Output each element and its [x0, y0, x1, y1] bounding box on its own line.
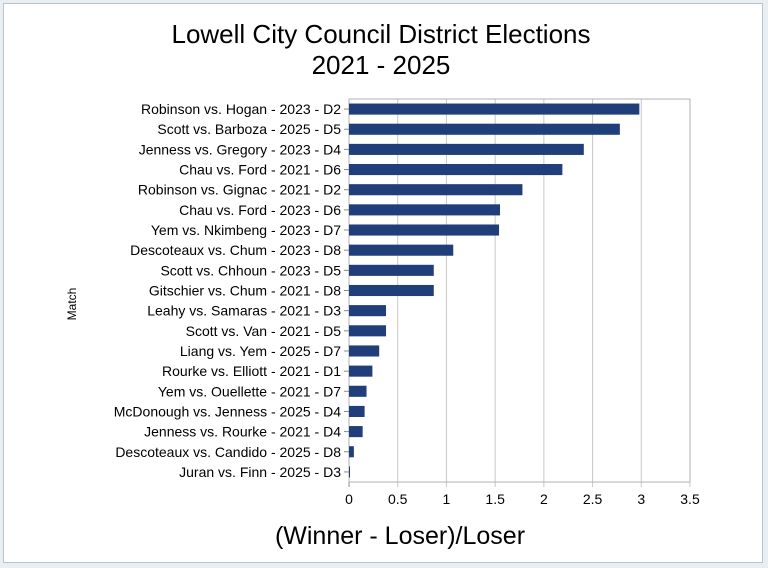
category-label: Jenness vs. Gregory - 2023 - D4: [139, 141, 342, 157]
category-label: Juran vs. Finn - 2025 - D3: [179, 464, 341, 480]
bar: [349, 143, 584, 155]
category-label: Robinson vs. Hogan - 2023 - D2: [141, 101, 341, 117]
x-tick-label: 2: [540, 491, 548, 507]
gridlines: [344, 98, 691, 487]
bar: [349, 204, 501, 216]
category-label: Descoteaux vs. Chum - 2023 - D8: [130, 242, 341, 258]
category-label: McDonough vs. Jenness - 2025 - D4: [114, 403, 341, 419]
bar: [349, 244, 454, 256]
category-label: Rourke vs. Elliott - 2021 - D1: [162, 363, 341, 379]
bar: [349, 365, 373, 377]
x-axis-label: (Winner - Loser)/Loser: [275, 522, 525, 550]
bar: [349, 405, 365, 417]
x-tick-label: 3: [637, 491, 645, 507]
category-label: Scott vs. Van - 2021 - D5: [186, 323, 342, 339]
category-label: Liang vs. Yem - 2025 - D7: [180, 343, 341, 359]
x-tick-label: 0.5: [388, 491, 408, 507]
category-label: Leahy vs. Samaras - 2021 - D3: [147, 303, 341, 319]
category-label: Descoteaux vs. Candido - 2025 - D8: [115, 444, 341, 460]
bar-chart: Lowell City Council District Elections 2…: [65, 19, 700, 550]
x-tick-label: 0: [345, 491, 353, 507]
bar: [349, 123, 620, 135]
category-label: Yem vs. Ouellette - 2021 - D7: [158, 383, 341, 399]
x-tick-label: 1: [443, 491, 451, 507]
category-label: Scott vs. Chhoun - 2023 - D5: [160, 262, 341, 278]
x-tick-label: 2.5: [583, 491, 603, 507]
category-label: Robinson vs. Gignac - 2021 - D2: [138, 182, 341, 198]
category-label: Yem vs. Nkimbeng - 2023 - D7: [151, 222, 341, 238]
bar: [349, 325, 387, 337]
bar: [349, 224, 500, 236]
bar: [349, 264, 434, 276]
bar: [349, 345, 380, 357]
chart-subtitle: 2021 - 2025: [312, 50, 451, 80]
x-tick-labels: 0 0.5 1 1.5 2 2.5 3 3.5: [345, 491, 700, 507]
bar: [349, 446, 354, 458]
bar: [349, 284, 434, 297]
category-label: Jenness vs. Rourke - 2021 - D4: [144, 424, 341, 440]
bar: [349, 164, 563, 176]
category-label: Chau vs. Ford - 2021 - D6: [179, 162, 341, 178]
category-label: Gitschier vs. Chum - 2021 - D8: [149, 283, 341, 299]
bar: [349, 385, 367, 397]
bar: [349, 426, 363, 438]
bar: [349, 466, 350, 478]
x-tick-label: 3.5: [680, 491, 700, 507]
bar: [349, 184, 523, 196]
category-label: Scott vs. Barboza - 2025 - D5: [157, 121, 341, 137]
category-labels: Robinson vs. Hogan - 2023 - D2 Scott vs. …: [114, 101, 341, 480]
bar: [349, 305, 387, 317]
chart-frame: Lowell City Council District Elections 2…: [3, 3, 763, 563]
y-axis-label: Match: [65, 288, 79, 321]
chart-title: Lowell City Council District Elections: [171, 19, 590, 49]
category-label: Chau vs. Ford - 2023 - D6: [179, 202, 341, 218]
x-tick-label: 1.5: [485, 491, 505, 507]
bars: [349, 103, 640, 478]
bar: [349, 103, 640, 115]
